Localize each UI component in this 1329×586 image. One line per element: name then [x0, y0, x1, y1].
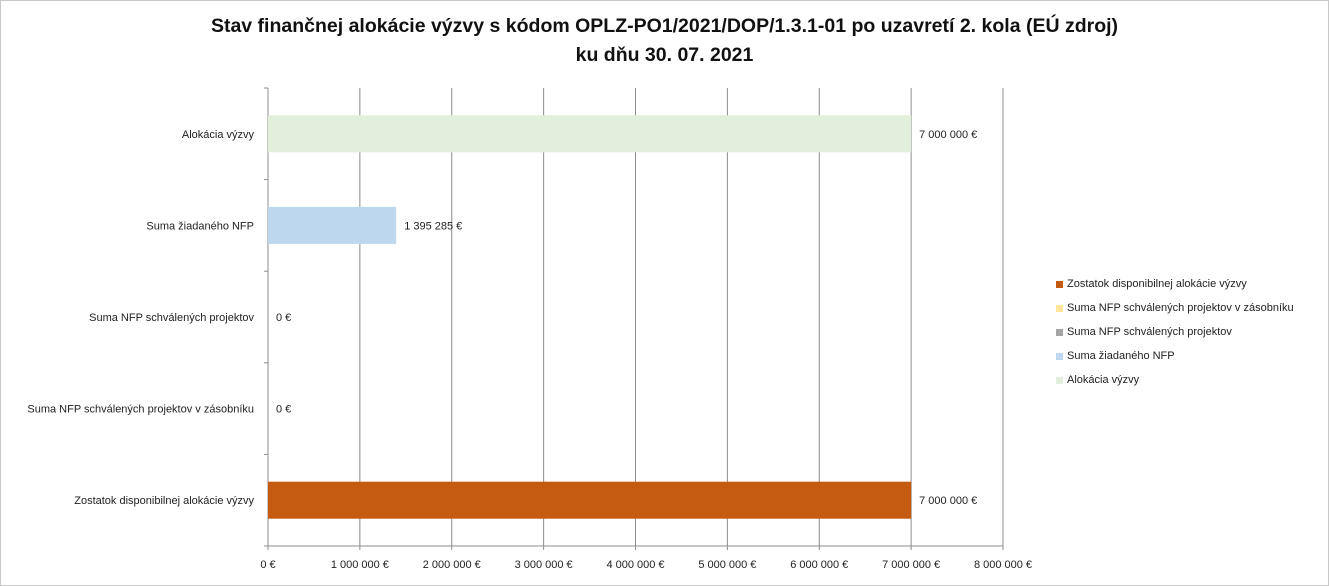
x-tick-label: 8 000 000 € — [974, 559, 1032, 571]
category-label: Suma NFP schválených projektov — [89, 312, 254, 324]
legend-item: Alokácia výzvy — [1056, 368, 1294, 392]
data-label: 7 000 000 € — [919, 129, 977, 141]
legend-item: Suma žiadaného NFP — [1056, 344, 1294, 368]
legend-swatch — [1056, 376, 1063, 384]
category-label: Alokácia výzvy — [182, 129, 255, 141]
x-tick-label: 7 000 000 € — [882, 559, 940, 571]
legend-label: Suma NFP schválených projektov v zásobní… — [1067, 302, 1294, 314]
x-tick-label: 6 000 000 € — [790, 559, 848, 571]
legend-item: Suma NFP schválených projektov — [1056, 320, 1294, 344]
legend-swatch — [1056, 304, 1063, 312]
chart-title-line2: ku dňu 30. 07. 2021 — [575, 44, 754, 66]
chart-title-line1: Stav finančnej alokácie výzvy s kódom OP… — [210, 15, 1119, 37]
x-tick-label: 1 000 000 € — [331, 559, 389, 571]
data-label: 1 395 285 € — [404, 220, 462, 232]
bar — [268, 206, 397, 244]
category-label: Suma NFP schválených projektov v zásobní… — [27, 404, 254, 416]
legend-item: Suma NFP schválených projektov v zásobní… — [1056, 296, 1294, 320]
legend-label: Suma žiadaného NFP — [1067, 350, 1175, 362]
x-tick-label: 3 000 000 € — [515, 559, 573, 571]
legend-item: Zostatok disponibilnej alokácie výzvy — [1056, 272, 1294, 296]
bar — [268, 481, 912, 519]
legend-swatch — [1056, 352, 1063, 360]
data-label: 7 000 000 € — [919, 495, 977, 507]
chart-title: Stav finančnej alokácie výzvy s kódom OP… — [0, 12, 1329, 70]
data-label: 0 € — [276, 404, 291, 416]
x-tick-label: 2 000 000 € — [423, 559, 481, 571]
legend-label: Alokácia výzvy — [1067, 374, 1140, 386]
x-tick-label: 4 000 000 € — [606, 559, 664, 571]
x-tick-label: 0 € — [260, 559, 275, 571]
legend: Zostatok disponibilnej alokácie výzvy Sum… — [1056, 272, 1294, 392]
bar — [268, 115, 912, 153]
legend-swatch — [1056, 328, 1063, 336]
legend-swatch — [1056, 280, 1063, 288]
category-label: Suma žiadaného NFP — [146, 220, 254, 232]
legend-label: Zostatok disponibilnej alokácie výzvy — [1067, 278, 1247, 290]
data-label: 0 € — [276, 312, 291, 324]
legend-label: Suma NFP schválených projektov — [1067, 326, 1232, 338]
x-tick-label: 5 000 000 € — [698, 559, 756, 571]
category-label: Zostatok disponibilnej alokácie výzvy — [74, 495, 254, 507]
